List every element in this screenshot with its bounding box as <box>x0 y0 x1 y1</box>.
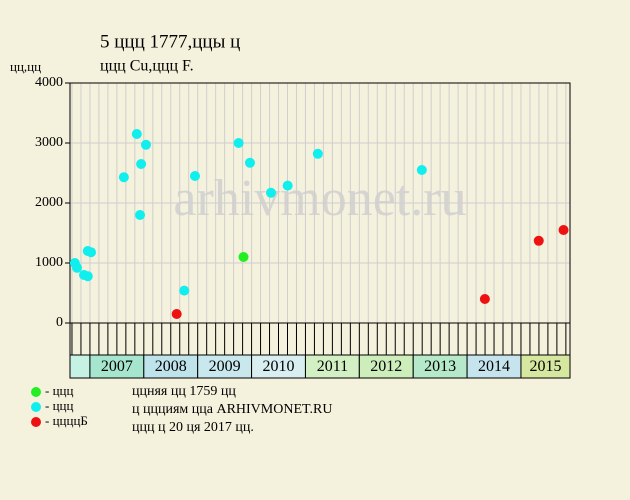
data-point <box>118 172 129 183</box>
chart-subtitle: ццц Cu,ццц F. <box>100 58 194 75</box>
year-label: 2009 <box>209 358 241 375</box>
data-point <box>558 225 569 235</box>
data-point <box>416 165 427 175</box>
legend-label: - ццц <box>45 398 73 413</box>
year-label: 2014 <box>478 358 510 375</box>
data-point <box>171 309 182 319</box>
watermark: arhivmonet.ru <box>173 170 466 227</box>
chart-title: 5 ццц 1777,ццы ц <box>100 31 240 52</box>
year-band <box>69 354 91 379</box>
y-axis-label: цц,цц <box>10 59 41 74</box>
data-point <box>282 180 293 191</box>
data-point <box>136 159 147 169</box>
data-point <box>72 262 83 273</box>
legend-marker <box>31 417 41 427</box>
legend-marker <box>31 402 41 412</box>
data-point <box>140 139 151 150</box>
year-label: 2013 <box>424 358 456 375</box>
year-label: 2011 <box>317 358 348 375</box>
data-point <box>312 148 323 159</box>
data-point <box>533 235 544 246</box>
y-tick-label: 1000 <box>35 255 63 270</box>
y-tick-label: 0 <box>56 315 63 330</box>
data-point <box>82 271 93 282</box>
legend-marker <box>31 387 41 397</box>
data-point <box>244 157 255 168</box>
plot-frame <box>69 82 571 324</box>
data-point <box>135 210 146 220</box>
data-point <box>265 187 276 198</box>
legend-label: - ццццБ <box>45 413 88 428</box>
note: ццняя цц 1759 цц <box>132 384 236 399</box>
legend-label: - ццц <box>45 383 73 398</box>
y-tick-label: 3000 <box>35 135 63 150</box>
year-label: 2015 <box>529 358 561 375</box>
data-point <box>190 171 200 181</box>
note: ц ццциям цца ARHIVMONET.RU <box>132 402 332 417</box>
year-label: 2007 <box>101 358 133 375</box>
year-band <box>520 354 571 379</box>
data-point <box>479 294 490 304</box>
year-label: 2010 <box>263 358 295 375</box>
data-point <box>233 138 244 148</box>
data-point <box>179 285 190 296</box>
y-tick-label: 2000 <box>35 195 63 210</box>
year-label: 2012 <box>370 358 402 375</box>
note: ццц ц 20 ця 2017 цц. <box>132 420 254 435</box>
data-point <box>238 252 249 262</box>
y-tick-label: 4000 <box>35 75 63 90</box>
data-point <box>131 129 142 139</box>
data-point <box>86 247 97 258</box>
month-row <box>69 322 571 356</box>
year-label: 2008 <box>155 358 187 375</box>
